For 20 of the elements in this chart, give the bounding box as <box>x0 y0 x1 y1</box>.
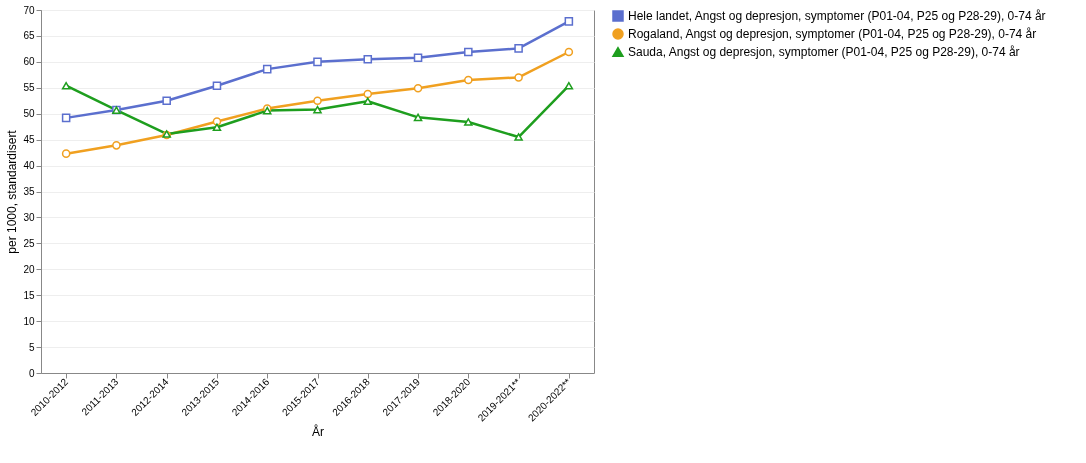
y-tick-label: 50 <box>23 108 35 120</box>
y-tick-label: 45 <box>23 134 35 146</box>
y-tick-label: 10 <box>23 315 35 327</box>
y-tick-label: 70 <box>23 4 35 16</box>
y-tick-label: 20 <box>23 263 35 275</box>
y-tick-label: 60 <box>23 56 35 68</box>
y-tick-label: 25 <box>23 237 35 249</box>
x-axis-title: År <box>312 424 324 440</box>
y-tick-label: 35 <box>23 186 35 197</box>
y-tick-label: 0 <box>28 367 35 379</box>
legend-label: Hele landet, Angst og depresjon, symptomer (P01-04, P25 og P28-29), 0-74 år <box>628 9 1046 23</box>
y-tick-label: 40 <box>23 160 35 172</box>
y-axis-title: per 1000, standardisert <box>5 129 20 254</box>
y-tick-label: 55 <box>23 82 35 94</box>
legend-label: Rogaland, Angst og depresjon, symptomer (P01-04, P25 og P28-29), 0-74 år <box>628 27 1037 41</box>
y-tick-label: 15 <box>23 289 35 301</box>
y-tick-label: 65 <box>23 30 35 42</box>
y-tick-label: 30 <box>23 211 35 223</box>
y-tick-label: 5 <box>28 341 35 353</box>
legend-label: Sauda, Angst og depresjon, symptomer (P01-04, P25 og P28-29), 0-74 år <box>628 45 1020 59</box>
